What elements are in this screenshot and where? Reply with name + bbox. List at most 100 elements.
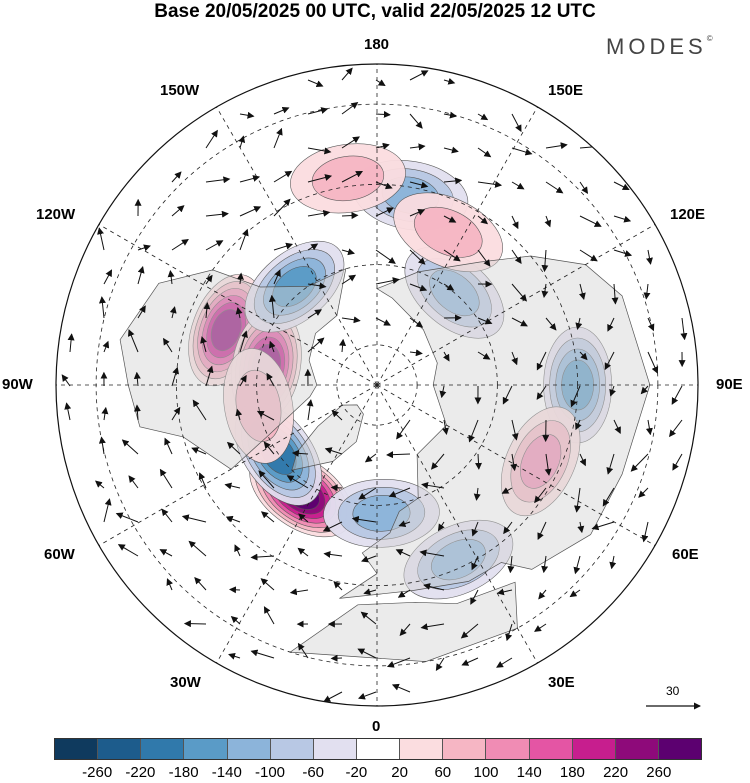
meridian bbox=[98, 384, 378, 546]
wind-vector bbox=[192, 399, 207, 421]
wind-vector bbox=[477, 317, 493, 325]
wind-vector bbox=[409, 249, 426, 265]
wind-vector bbox=[507, 555, 515, 574]
lon-label-60e: 60E bbox=[672, 546, 699, 563]
wind-vector bbox=[511, 181, 525, 190]
wind-vector bbox=[258, 470, 275, 489]
colorbar-cell bbox=[658, 739, 702, 759]
wind-vector bbox=[289, 588, 309, 596]
wind-vector bbox=[205, 210, 229, 218]
graticule bbox=[56, 64, 698, 706]
wind-vector bbox=[672, 453, 683, 471]
colorbar-tick-label: -100 bbox=[254, 764, 286, 781]
wind-vector bbox=[166, 578, 173, 591]
wind-vector bbox=[669, 419, 683, 438]
wind-vector bbox=[606, 453, 615, 475]
wind-vector bbox=[260, 511, 275, 523]
wind-vector bbox=[511, 113, 522, 133]
wind-vector bbox=[97, 227, 105, 251]
coastline-layer bbox=[119, 255, 651, 662]
wind-vector bbox=[638, 487, 649, 498]
wind-vector bbox=[647, 351, 659, 374]
wind-vector bbox=[330, 654, 343, 662]
wind-vector bbox=[537, 521, 547, 540]
wind-vector bbox=[167, 269, 175, 285]
wind-vector bbox=[103, 269, 112, 285]
wind-vector bbox=[331, 409, 343, 421]
wind-vectors bbox=[61, 67, 688, 702]
wind-vector bbox=[613, 181, 630, 190]
wind-vector bbox=[577, 521, 585, 534]
wind-vector bbox=[200, 336, 207, 353]
wind-vector bbox=[443, 177, 463, 185]
colorbar-cell bbox=[356, 739, 401, 759]
wind-vector bbox=[333, 580, 343, 591]
wind-vector bbox=[103, 498, 112, 523]
wind-vector bbox=[420, 623, 445, 631]
wind-vector bbox=[409, 209, 426, 217]
wind-vector bbox=[341, 248, 355, 256]
wind-vector bbox=[409, 349, 423, 357]
wind-vector bbox=[273, 127, 283, 149]
wind-vector bbox=[358, 487, 377, 500]
wind-vector bbox=[307, 174, 333, 183]
colorbar-cell bbox=[400, 739, 444, 759]
wind-vector bbox=[430, 453, 445, 470]
wind-vector bbox=[236, 272, 244, 285]
wind-vector bbox=[198, 472, 207, 489]
wind-vector bbox=[307, 282, 327, 290]
wind-vector bbox=[224, 482, 241, 490]
wind-vector bbox=[575, 317, 583, 331]
brand-text: MODES bbox=[606, 34, 707, 59]
wind-vector bbox=[171, 205, 185, 217]
meridian bbox=[98, 224, 378, 386]
wind-vector bbox=[511, 419, 519, 441]
colorbar-tick-label: 20 bbox=[391, 764, 408, 781]
wind-vector bbox=[159, 468, 173, 489]
wind-vector bbox=[128, 475, 139, 489]
wind-vector bbox=[419, 549, 445, 557]
wind-vector bbox=[574, 487, 581, 513]
wind-vector bbox=[569, 589, 581, 598]
colorbar-cell bbox=[529, 739, 573, 759]
wind-vector bbox=[511, 249, 522, 265]
wind-vector bbox=[322, 521, 343, 532]
wind-vector bbox=[579, 453, 586, 467]
lon-label-30w: 30W bbox=[170, 674, 201, 691]
wind-vector bbox=[98, 436, 106, 455]
wind-vector bbox=[205, 365, 214, 387]
map-border bbox=[55, 63, 699, 707]
wind-vector bbox=[239, 111, 255, 119]
wind-vector bbox=[225, 515, 241, 523]
wind-vector bbox=[591, 521, 615, 531]
wind-vector bbox=[307, 107, 329, 115]
wind-vector bbox=[238, 135, 246, 149]
wind-vector bbox=[94, 480, 105, 489]
wind-vector bbox=[671, 385, 683, 405]
wind-vector bbox=[357, 648, 377, 659]
wind-vector bbox=[101, 406, 109, 421]
wind-vector bbox=[161, 508, 173, 523]
wind-vector bbox=[273, 170, 293, 183]
wind-vector bbox=[471, 555, 479, 571]
wind-vector bbox=[297, 547, 309, 557]
wind-vector bbox=[194, 576, 207, 591]
wind-vector bbox=[475, 453, 483, 470]
wind-vector bbox=[609, 555, 617, 570]
wind-vector bbox=[496, 588, 513, 596]
wind-vector bbox=[473, 487, 481, 501]
anomaly-contour bbox=[413, 206, 483, 258]
lon-label-30e: 30E bbox=[548, 674, 575, 691]
colorbar-tick-label: -260 bbox=[82, 764, 113, 781]
wind-vector bbox=[273, 242, 294, 251]
anomaly-contour bbox=[210, 309, 242, 352]
wind-vector bbox=[443, 215, 457, 223]
wind-vector bbox=[341, 67, 353, 81]
wind-vector bbox=[477, 180, 503, 188]
wind-vector bbox=[263, 441, 275, 455]
wind-vector bbox=[102, 340, 110, 353]
wind-vector bbox=[171, 366, 180, 387]
wind-vector bbox=[339, 338, 347, 353]
wind-vector bbox=[133, 404, 141, 421]
wind-vector bbox=[375, 181, 393, 190]
